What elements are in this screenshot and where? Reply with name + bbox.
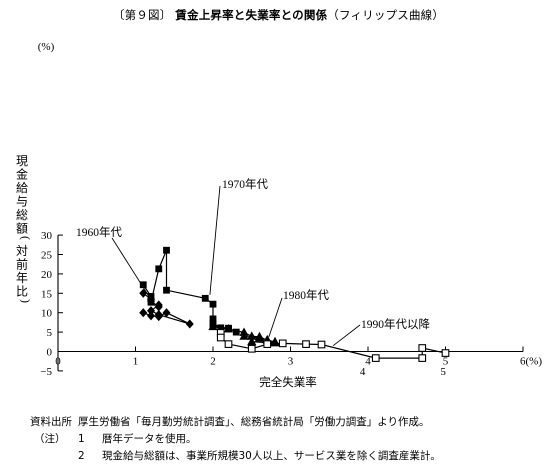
y-axis-title-char: 与 — [16, 195, 28, 209]
y-axis-title-char: ) — [19, 299, 33, 303]
data-point — [247, 331, 257, 340]
x-tick-label: 4 — [365, 356, 371, 368]
data-point — [201, 294, 209, 302]
title-main: 賃金上昇率と失業率との関係 — [175, 8, 328, 22]
data-point — [418, 354, 427, 362]
series-label: 1960年代 — [76, 225, 122, 239]
annotation-label: 4 — [360, 366, 366, 378]
data-point — [163, 286, 170, 294]
y-axis-title-char: 対 — [16, 244, 28, 258]
annotation-label: 5 — [440, 366, 446, 378]
series-label: 1970年代 — [222, 177, 268, 191]
x-tick-label: 5 — [443, 356, 449, 368]
note-text: 暦年データを使用。 — [102, 433, 197, 445]
y-tick-label: 30 — [41, 230, 53, 242]
source-text: 厚生労働省「毎月勤労統計調査」、総務省統計局「労働力調査」より作成。 — [78, 416, 430, 428]
source-label: 資料出所 — [30, 416, 72, 428]
data-point — [371, 354, 380, 362]
data-point — [239, 331, 249, 340]
y-tick-label: 20 — [41, 269, 53, 281]
data-point — [232, 328, 240, 336]
y-tick-label: 0 — [47, 347, 53, 359]
data-point — [155, 265, 163, 273]
data-point — [139, 308, 148, 318]
figure-label: 〔第９図〕 — [112, 8, 172, 22]
data-point — [185, 319, 194, 329]
x-tick-label: 6(%) — [520, 356, 542, 368]
data-point — [139, 288, 148, 298]
x-tick-label: 3 — [288, 356, 294, 368]
data-point — [247, 336, 257, 346]
data-point — [216, 333, 225, 342]
data-point — [224, 340, 233, 348]
series-label: 1980年代 — [283, 288, 329, 302]
data-point — [147, 306, 155, 316]
x-axis-title: 完全失業率 — [259, 375, 317, 389]
data-point — [209, 300, 217, 308]
y-axis-title-char: 金 — [16, 167, 28, 182]
data-point — [139, 281, 147, 289]
y-tick-label: 10 — [41, 308, 53, 320]
data-point — [441, 349, 450, 357]
series-label-pointer — [111, 237, 156, 306]
data-point — [209, 315, 217, 323]
y-axis-title-char: 給 — [16, 181, 28, 195]
y-unit-label: (%) — [38, 41, 55, 53]
chart-title: 〔第９図〕 賃金上昇率と失業率との関係（フィリップス曲線） — [0, 7, 557, 23]
data-point — [254, 332, 265, 342]
series-label-pointer — [209, 185, 221, 295]
y-axis-title-char: ( — [19, 236, 33, 240]
data-point — [162, 308, 171, 318]
data-point — [147, 293, 155, 300]
y-tick-label: −5 — [40, 366, 52, 378]
data-point — [208, 321, 218, 331]
y-axis-title-char: 額 — [16, 222, 28, 236]
data-point — [302, 340, 310, 348]
data-point — [147, 298, 155, 306]
y-axis-title-char: 比 — [16, 285, 28, 299]
data-point — [278, 339, 287, 348]
data-point — [418, 344, 427, 352]
x-tick-label: 0 — [55, 356, 61, 368]
data-point — [163, 246, 170, 254]
y-axis-title-char: 総 — [16, 208, 28, 222]
data-point — [147, 311, 155, 321]
data-point — [247, 344, 256, 353]
y-axis-title-char: 年 — [16, 271, 28, 285]
x-tick-label: 2 — [210, 356, 216, 368]
title-sub: （フィリップス曲線） — [327, 8, 445, 22]
data-point — [263, 340, 272, 348]
data-point — [223, 323, 234, 333]
series-label-pointer — [332, 324, 361, 347]
x-tick-label: 1 — [133, 356, 139, 368]
series-4 — [216, 329, 450, 362]
y-tick-label: 5 — [47, 327, 53, 339]
note-number: 2 — [78, 450, 85, 462]
notes-label: （注） — [34, 433, 66, 445]
data-point — [154, 310, 163, 320]
data-point — [317, 340, 326, 349]
series-label: 1990年代以降 — [361, 317, 430, 331]
y-tick-label: 15 — [41, 288, 53, 300]
note-number: 1 — [78, 433, 85, 445]
y-axis-title-char: 前 — [16, 257, 28, 272]
y-tick-label: 25 — [41, 250, 53, 262]
data-point — [154, 302, 163, 312]
series-label-pointer — [268, 297, 283, 338]
note-text: 現金給与総額は、事業所規模30人以上、サービス業を除く調査産業計。 — [102, 450, 441, 462]
y-axis-title-char: 現 — [16, 154, 28, 168]
